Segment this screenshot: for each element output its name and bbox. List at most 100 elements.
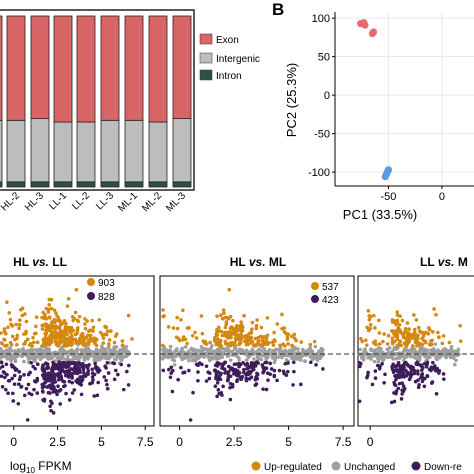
ma-point-up (237, 338, 242, 342)
ma-point-up (47, 302, 52, 307)
ma-point-up (77, 314, 82, 319)
ma-point-up (299, 340, 304, 344)
ma-point-down (429, 365, 434, 370)
ma-point-unchanged (102, 355, 106, 359)
ma-point-unchanged (71, 356, 76, 361)
ma-point-unchanged (84, 348, 89, 353)
ma-point-up (219, 344, 224, 348)
ma-point-down (55, 392, 59, 397)
ma-point-unchanged (311, 357, 316, 361)
ma-point-up (60, 329, 65, 334)
ma-point-up (90, 318, 94, 323)
bar-segment (53, 15, 73, 123)
ma-point-down (223, 360, 227, 365)
ma-point-up (224, 322, 229, 327)
ma-point-unchanged (123, 347, 128, 352)
ma-point-down (104, 378, 108, 383)
ma-point-up (101, 341, 106, 345)
ma-point-down (90, 375, 95, 379)
ma-plots: HL vs. LL HL vs. ML LL vs. M 903 828 537… (0, 255, 474, 474)
ma-point-up (107, 338, 112, 342)
ma-point-unchanged (119, 357, 124, 361)
ma-point-down (43, 372, 47, 377)
pca-point (381, 173, 389, 181)
ma-point-up (227, 334, 231, 338)
ma-point-unchanged (363, 347, 367, 352)
ma-point-down (63, 370, 67, 375)
ma-point-up (284, 331, 288, 336)
ma-point-up (5, 343, 9, 348)
legend-label-down: Down-re (424, 462, 462, 473)
bar-segment (124, 15, 144, 121)
ma-point-up (290, 334, 294, 339)
ma-point-up (2, 327, 7, 331)
ma-point-up (23, 312, 27, 316)
ma-point-down (95, 393, 100, 398)
ma-point-up (218, 313, 223, 317)
ma-point-up (57, 327, 62, 331)
pca-gridlines (335, 12, 474, 186)
ma-point-unchanged (25, 352, 30, 357)
ma-point-down (56, 384, 60, 389)
ma-point-up (251, 343, 256, 348)
ma-point-down (392, 391, 396, 395)
ma-point-down (420, 368, 424, 372)
ma-point-down (70, 380, 75, 385)
ma-point-down (357, 399, 362, 404)
ma-plot-1-down-count: 828 (98, 292, 115, 303)
ma-point-down (399, 366, 403, 371)
pca-points (357, 19, 393, 181)
ma-point-down (41, 398, 45, 402)
ma-point-down (170, 368, 175, 373)
ma-point-down (409, 364, 414, 369)
ma-point-up (175, 315, 179, 320)
ma-point-down (27, 391, 31, 396)
ma-point-down (51, 360, 55, 365)
ma-point-unchanged (6, 357, 10, 361)
ma-point-unchanged (170, 354, 174, 359)
ma-point-unchanged (33, 359, 37, 364)
ma-point-unchanged (262, 347, 267, 351)
ma-x-tick-label: 0 (367, 435, 374, 449)
ma-point-down (105, 382, 109, 387)
ma-point-down (119, 362, 124, 367)
ma-point-down (425, 362, 429, 367)
ma-point-up (262, 334, 266, 339)
x-tick-label: ML-3 (164, 190, 188, 214)
ma-point-down (10, 376, 14, 381)
ma-point-down (66, 375, 71, 379)
ma-point-unchanged (454, 350, 459, 355)
ma-point-unchanged (196, 348, 201, 353)
bar-segment (172, 15, 192, 119)
ma-point-down (11, 399, 16, 403)
ma-point-down (196, 370, 200, 374)
ma-point-unchanged (232, 346, 237, 350)
ma-point-up (364, 338, 368, 343)
ma-point-unchanged (8, 346, 12, 351)
ma-point-up (241, 325, 245, 329)
ma-point-unchanged (55, 355, 60, 359)
ma-point-up (395, 310, 399, 314)
ma-point-up (292, 332, 297, 337)
ma-point-down (0, 364, 5, 369)
ma-point-up (398, 343, 403, 348)
ma-point-down (121, 387, 126, 392)
ma-point-down (430, 380, 435, 384)
ma-point-up (130, 337, 134, 341)
ma-point-up (390, 320, 395, 324)
ma-point-down (264, 360, 269, 365)
ma-point-down (408, 372, 412, 377)
ma-point-up (393, 320, 398, 325)
bar-segment (100, 15, 120, 121)
ma-point-down (170, 389, 175, 394)
ma-point-unchanged (451, 356, 456, 360)
ma-point-down (197, 361, 202, 365)
ma-point-up (434, 312, 438, 317)
bar-segment (76, 121, 96, 183)
ma-point-unchanged (313, 344, 318, 349)
ma-point-up (413, 340, 418, 345)
ma-point-unchanged (266, 349, 271, 354)
ma-point-up (89, 328, 94, 333)
ma-point-up (68, 328, 72, 332)
ma-point-up (40, 315, 44, 320)
